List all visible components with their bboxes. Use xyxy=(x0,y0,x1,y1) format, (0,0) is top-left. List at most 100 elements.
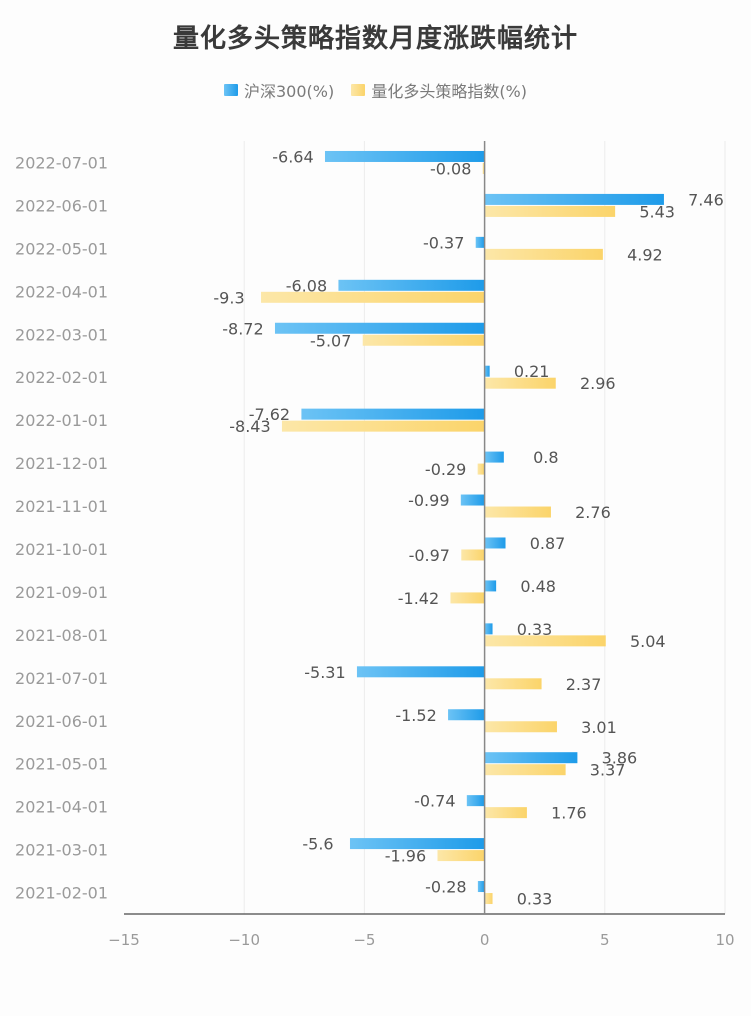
bar-quant[interactable] xyxy=(484,807,527,819)
x-tick-label: 5 xyxy=(600,931,610,949)
data-label-quant: -0.29 xyxy=(425,460,466,479)
bar-quant[interactable] xyxy=(437,850,485,862)
category-label: 2021-10-01 xyxy=(15,540,108,559)
bar-hs300[interactable] xyxy=(349,838,485,850)
data-label-quant: -1.42 xyxy=(398,589,439,608)
bar-hs300[interactable] xyxy=(484,365,490,377)
bar-quant[interactable] xyxy=(362,334,485,346)
bar-quant[interactable] xyxy=(484,721,557,733)
data-label-quant: -9.3 xyxy=(213,288,244,307)
category-label: 2022-04-01 xyxy=(15,282,108,301)
bar-hs300[interactable] xyxy=(484,580,497,592)
category-label: 2021-12-01 xyxy=(15,454,108,473)
legend-label-quant: 量化多头策略指数(%) xyxy=(371,82,528,101)
data-label-quant: 0.33 xyxy=(517,890,553,909)
bar-hs300[interactable] xyxy=(301,408,485,420)
legend-label-hs300: 沪深300(%) xyxy=(243,82,335,101)
category-label: 2021-06-01 xyxy=(15,712,108,731)
data-label-hs300: -8.72 xyxy=(222,319,263,338)
bar-quant[interactable] xyxy=(484,377,556,389)
bar-quant[interactable] xyxy=(281,420,485,432)
data-label-hs300: 0.8 xyxy=(533,448,558,467)
data-label-quant: -5.07 xyxy=(310,331,351,350)
bar-hs300[interactable] xyxy=(356,666,485,678)
x-tick-label: −10 xyxy=(228,931,260,949)
data-label-quant: 4.92 xyxy=(627,245,663,264)
category-label: 2021-02-01 xyxy=(15,884,108,903)
category-label: 2021-08-01 xyxy=(15,626,108,645)
bar-hs300[interactable] xyxy=(484,623,493,635)
data-label-hs300: -6.64 xyxy=(272,147,313,166)
x-tick-label: −15 xyxy=(108,931,140,949)
data-label-hs300: -0.28 xyxy=(425,878,466,897)
category-label: 2021-05-01 xyxy=(15,755,108,774)
legend-item-quant[interactable]: 量化多头策略指数(%) xyxy=(351,78,527,102)
data-label-hs300: -5.6 xyxy=(302,835,333,854)
bar-quant[interactable] xyxy=(450,592,485,604)
bar-quant[interactable] xyxy=(484,635,606,647)
bar-hs300[interactable] xyxy=(484,752,578,764)
category-label: 2021-11-01 xyxy=(15,497,108,516)
data-label-quant: 3.01 xyxy=(581,718,617,737)
data-label-hs300: -7.62 xyxy=(249,405,290,424)
data-label-hs300: 0.48 xyxy=(520,577,556,596)
bar-hs300[interactable] xyxy=(484,537,506,549)
data-label-hs300: -6.08 xyxy=(286,276,327,295)
data-label-quant: -0.97 xyxy=(409,546,450,565)
data-label-quant: -1.96 xyxy=(385,847,426,866)
grid-lines xyxy=(243,141,726,914)
data-label-quant: 5.04 xyxy=(630,632,666,651)
data-label-hs300: -0.99 xyxy=(408,491,449,510)
category-label: 2022-05-01 xyxy=(15,239,108,258)
bar-quant[interactable] xyxy=(477,463,485,475)
data-label-hs300: -5.31 xyxy=(304,663,345,682)
legend: 沪深300(%) 量化多头策略指数(%) xyxy=(0,78,751,102)
bar-quant[interactable] xyxy=(484,205,616,217)
category-label: 2021-09-01 xyxy=(15,583,108,602)
bar-hs300[interactable] xyxy=(460,494,485,506)
bars xyxy=(261,150,664,905)
category-label: 2021-03-01 xyxy=(15,841,108,860)
bar-quant[interactable] xyxy=(484,764,566,776)
bar-quant[interactable] xyxy=(482,162,485,174)
legend-swatch-hs300 xyxy=(223,84,238,96)
bar-quant[interactable] xyxy=(484,506,551,518)
bar-hs300[interactable] xyxy=(324,150,485,162)
data-label-hs300: 0.33 xyxy=(517,620,553,639)
category-label: 2022-01-01 xyxy=(15,411,108,430)
x-tick-label: 10 xyxy=(715,931,734,949)
bar-hs300[interactable] xyxy=(448,709,485,721)
bar-quant[interactable] xyxy=(484,248,603,260)
category-label: 2022-02-01 xyxy=(15,368,108,387)
category-label: 2022-07-01 xyxy=(15,153,108,172)
labels: 2022-07-01 -6.64 -0.08 2022-06-01 7.46 5.43 20… xyxy=(15,147,724,908)
bar-hs300[interactable] xyxy=(338,279,485,291)
data-label-quant: 2.76 xyxy=(575,503,611,522)
bar-hs300[interactable] xyxy=(484,451,504,463)
category-label: 2022-06-01 xyxy=(15,196,108,215)
bar-quant[interactable] xyxy=(461,549,485,561)
bar-hs300[interactable] xyxy=(475,236,485,248)
bar-quant[interactable] xyxy=(484,678,542,690)
bar-hs300[interactable] xyxy=(484,193,664,205)
data-label-quant: -8.43 xyxy=(229,417,270,436)
bar-hs300[interactable] xyxy=(274,322,485,334)
chart-title: 量化多头策略指数月度涨跌幅统计 xyxy=(172,24,578,54)
bar-hs300[interactable] xyxy=(466,795,485,807)
bar-quant[interactable] xyxy=(484,893,493,905)
x-tick-label: −5 xyxy=(353,931,375,949)
data-label-hs300: -0.74 xyxy=(414,792,455,811)
x-tick-label: 0 xyxy=(480,931,490,949)
data-label-hs300: -0.37 xyxy=(423,233,464,252)
data-label-hs300: 3.86 xyxy=(602,749,638,768)
data-label-hs300: 0.21 xyxy=(514,362,550,381)
data-label-quant: 3.37 xyxy=(590,761,626,780)
bar-quant[interactable] xyxy=(261,291,485,303)
bar-hs300[interactable] xyxy=(477,881,485,893)
data-label-quant: 2.96 xyxy=(580,374,616,393)
data-label-quant: 2.37 xyxy=(566,675,602,694)
data-label-quant: 1.76 xyxy=(551,804,587,823)
legend-item-hs300[interactable]: 沪深300(%) xyxy=(223,78,335,102)
category-label: 2021-04-01 xyxy=(15,798,108,817)
